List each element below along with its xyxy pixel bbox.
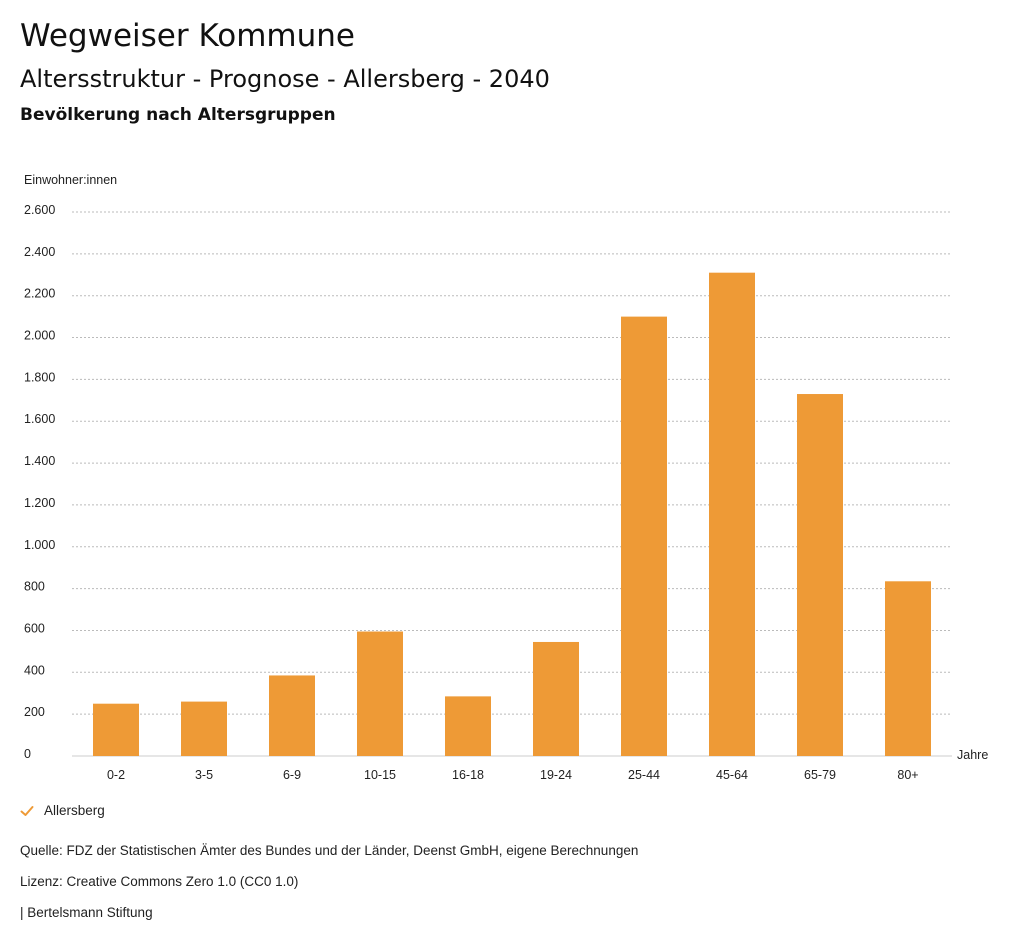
x-tick-labels: 0-2 3-5 6-9 10-15 16-18 19-24 25-44 45-64 65-79 8… [107, 768, 919, 782]
x-tick-label: 3-5 [195, 768, 213, 782]
y-tick-label: 1.600 [24, 412, 55, 426]
y-tick-label: 600 [24, 621, 45, 635]
y-tick-label: 200 [24, 705, 45, 719]
y-tick-label: 2.400 [24, 245, 55, 259]
y-tick-labels: 0 200 400 600 800 1.000 1.200 1.400 1.600 1.800 2.… [24, 203, 55, 761]
y-tick-label: 800 [24, 580, 45, 594]
x-tick-label: 16-18 [452, 768, 484, 782]
bar-3-5 [181, 701, 227, 756]
x-tick-label: 10-15 [364, 768, 396, 782]
page-subtitle: Altersstruktur - Prognose - Allersberg -… [20, 65, 550, 93]
bar-80+ [885, 581, 931, 756]
bar-45-64 [709, 272, 755, 756]
legend-item-allersberg[interactable]: Allersberg [20, 803, 105, 818]
legend-label: Allersberg [44, 803, 105, 818]
x-tick-label: 45-64 [716, 768, 748, 782]
bar-chart: Einwohner:innen 0 200 400 600 800 1.000 1.200 1… [24, 173, 988, 782]
bar-19-24 [533, 641, 579, 756]
bars [93, 272, 931, 756]
y-tick-label: 2.000 [24, 329, 55, 343]
source-text: Quelle: FDZ der Statistischen Ämter des … [20, 843, 639, 858]
bar-25-44 [621, 316, 667, 756]
x-axis-label: Jahre [957, 748, 988, 762]
publisher-text: | Bertelsmann Stiftung [20, 905, 153, 920]
y-axis-label: Einwohner:innen [24, 173, 117, 187]
y-tick-label: 2.200 [24, 287, 55, 301]
x-tick-label: 0-2 [107, 768, 125, 782]
check-icon [20, 805, 34, 816]
y-tick-label: 1.000 [24, 538, 55, 552]
y-tick-label: 400 [24, 663, 45, 677]
chart-title: Bevölkerung nach Altersgruppen [20, 105, 336, 125]
bar-10-15 [357, 631, 403, 756]
bar-16-18 [445, 696, 491, 756]
x-tick-label: 25-44 [628, 768, 660, 782]
page-title: Wegweiser Kommune [20, 18, 355, 54]
license-text: Lizenz: Creative Commons Zero 1.0 (CC0 1… [20, 874, 299, 889]
y-tick-label: 1.200 [24, 496, 55, 510]
x-tick-label: 80+ [897, 768, 918, 782]
x-tick-label: 6-9 [283, 768, 301, 782]
y-tick-label: 1.800 [24, 370, 55, 384]
bar-6-9 [269, 675, 315, 756]
y-tick-label: 2.600 [24, 203, 55, 217]
bar-0-2 [93, 703, 139, 756]
bar-65-79 [797, 394, 843, 756]
y-tick-label: 0 [24, 747, 31, 761]
x-tick-label: 65-79 [804, 768, 836, 782]
x-tick-label: 19-24 [540, 768, 572, 782]
y-tick-label: 1.400 [24, 454, 55, 468]
